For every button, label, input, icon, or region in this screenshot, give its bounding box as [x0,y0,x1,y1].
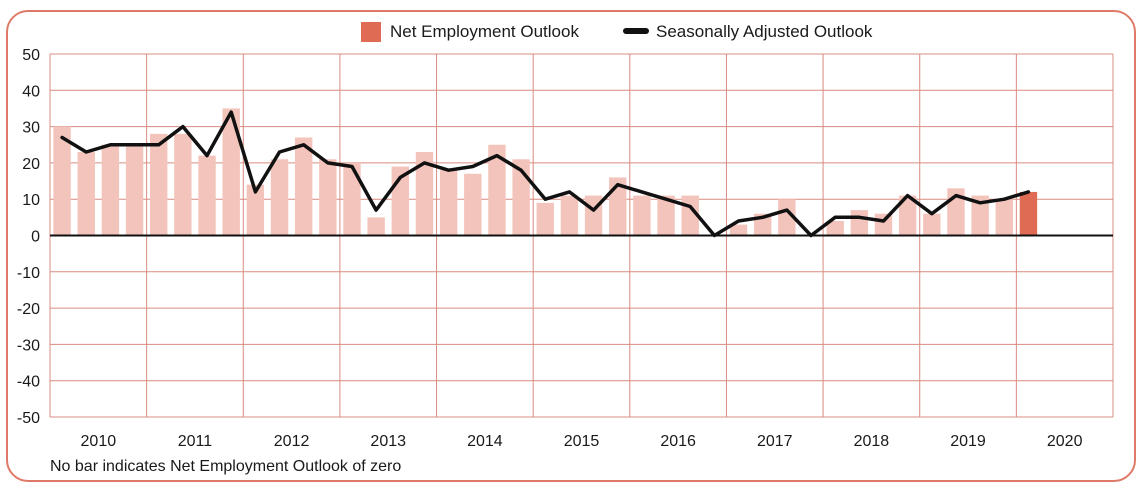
y-tick-label: -40 [17,374,40,391]
y-tick-label: -20 [17,301,40,318]
legend-swatch-seasonally-adjusted [623,28,649,34]
bar-quarter [367,217,385,236]
bar-quarter [174,133,192,236]
y-tick-label: 20 [22,156,40,173]
y-tick-label: 0 [31,229,40,246]
x-tick-label: 2013 [370,433,406,450]
bar-quarter [246,184,265,236]
x-tick-label: 2011 [178,433,213,450]
bar-quarter [850,210,869,236]
x-tick-label: 2018 [854,433,890,450]
bar-quarter [53,126,71,236]
bar-quarter [270,159,289,236]
x-tick-label: 2014 [467,433,503,450]
bar-quarter [101,144,120,236]
bar-quarter [898,195,917,236]
bar-quarter [971,195,989,236]
bar-quarter [464,173,482,236]
chart-frame [6,10,1136,482]
bar-quarter [778,199,796,236]
bar-quarter [633,195,651,236]
legend: Net Employment Outlook Seasonally Adjust… [361,22,873,42]
bar-quarter [995,199,1013,236]
bar-quarter [198,155,216,236]
y-tick-label: -30 [17,337,40,354]
legend-swatch-net-employment [361,22,381,42]
y-tick-labels: 50 40 30 20 10 0 -10 -20 -30 -40 -50 [17,47,40,427]
y-tick-label: 50 [22,47,40,64]
bar-quarter [439,170,458,236]
x-tick-label: 2019 [950,433,986,450]
seasonally-adjusted-line [60,110,1031,238]
bar-quarter [536,202,554,236]
bar-quarter [319,159,337,236]
bar-quarter [77,152,95,236]
seasonally-adjusted-polyline [60,110,1031,238]
bar-quarter [222,108,240,236]
bar-quarter [512,159,530,236]
legend-label-seasonally-adjusted: Seasonally Adjusted Outlook [656,22,873,41]
bar-quarter [415,152,434,236]
bar-quarter [150,133,168,236]
bar-quarter [560,195,579,236]
bar-quarter [657,195,675,236]
bar-quarter [609,177,627,236]
x-tick-label: 2015 [564,433,600,450]
x-tick-label: 2020 [1047,433,1083,450]
x-tick-labels: 2010 2011 2012 2013 2014 2015 2016 2017 2018 2019… [81,433,1083,450]
bars [53,108,1038,236]
y-tick-label: 30 [22,120,40,137]
y-tick-label: 10 [22,192,40,209]
x-tick-label: 2012 [274,433,310,450]
bar-quarter [294,137,313,236]
y-tick-label: 40 [22,83,40,100]
bar-quarter [125,144,144,236]
bar-quarter [488,144,506,236]
legend-label-net-employment: Net Employment Outlook [390,22,579,41]
bar-quarter [343,162,361,236]
bar-quarter [729,224,748,236]
x-tick-label: 2016 [660,433,696,450]
bar-quarter [826,220,844,236]
chart-footnote: No bar indicates Net Employment Outlook … [50,458,401,475]
y-tick-label: -10 [17,265,40,282]
bar-latest-quarter [1019,191,1038,236]
x-tick-label: 2010 [81,433,117,450]
y-tick-label: -50 [17,410,40,427]
bar-quarter [923,213,941,236]
x-tick-label: 2017 [757,433,793,450]
